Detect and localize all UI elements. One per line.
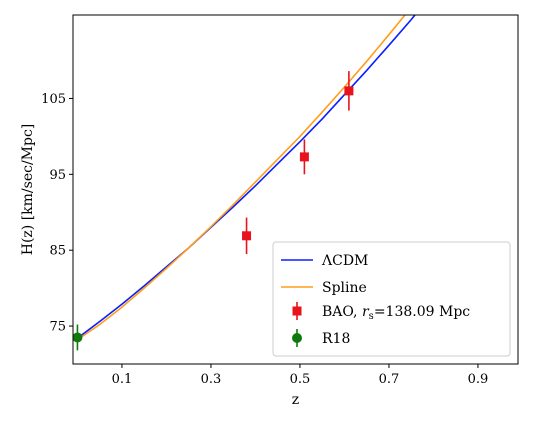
legend-spline-label: Spline: [322, 280, 367, 296]
r18-point: [73, 332, 83, 343]
spline-curve: [77, 15, 407, 341]
plot-frame: [72, 14, 519, 365]
y-axis-label: H(z) [km/sec/Mpc]: [20, 124, 36, 256]
legend-bao-label-suffix: =138.09 Mpc: [374, 304, 470, 320]
plot-area: [73, 15, 416, 351]
legend-r18-label: R18: [322, 331, 350, 347]
bao-point: [299, 152, 309, 162]
legend-bao-label-r: r: [362, 304, 370, 320]
x-axis: 0.1 0.3 0.5 0.7 0.9: [112, 364, 489, 387]
lcdm-curve: [77, 15, 416, 339]
x-tick-label: 0.7: [379, 372, 400, 387]
x-tick-label: 0.5: [290, 372, 311, 387]
y-axis: 75 85 95 105: [41, 92, 73, 335]
legend-r18-marker: [292, 333, 302, 343]
bao-point: [344, 86, 354, 96]
y-tick-label: 95: [49, 168, 66, 183]
legend-bao-label-sub: s: [369, 311, 374, 322]
legend-bao-label: BAO, rs=138.09 Mpc: [322, 304, 470, 322]
x-axis-label: z: [292, 392, 299, 408]
legend-bao-label-prefix: BAO,: [322, 304, 362, 320]
legend-bao-marker: [292, 306, 302, 316]
legend-box: [272, 241, 511, 357]
legend-lcdm-label: ΛCDM: [321, 253, 368, 269]
y-tick-label: 85: [49, 244, 66, 259]
y-tick-label: 105: [41, 92, 66, 107]
x-tick-label: 0.3: [201, 372, 222, 387]
y-tick-label: 75: [49, 320, 66, 335]
bao-point: [242, 231, 252, 241]
legend: ΛCDM Spline BAO, rs=138.09 Mpc R18: [272, 241, 511, 357]
x-tick-label: 0.1: [112, 372, 133, 387]
legend-bao-swatch: [292, 302, 302, 320]
legend-r18-swatch: [292, 329, 302, 347]
x-tick-label: 0.9: [468, 372, 489, 387]
